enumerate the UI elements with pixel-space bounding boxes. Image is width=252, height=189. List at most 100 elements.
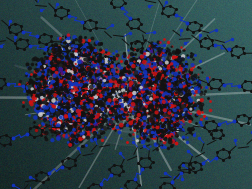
Point [77, 72, 81, 75]
Point [101, 104, 105, 107]
Point [40, 112, 44, 115]
Point [33, 91, 37, 94]
Point [153, 45, 157, 48]
Point [175, 52, 179, 55]
Point [118, 98, 122, 101]
Point [134, 64, 138, 67]
Point [170, 124, 174, 127]
Point [44, 57, 48, 60]
Point [51, 68, 55, 71]
Point [149, 86, 153, 89]
Point [104, 80, 108, 83]
Point [144, 52, 148, 55]
Point [148, 117, 152, 120]
Point [72, 119, 76, 122]
Point [127, 87, 131, 90]
Point [102, 62, 106, 65]
Point [153, 101, 157, 104]
Point [160, 52, 164, 55]
Point [101, 91, 105, 94]
Point [188, 100, 192, 103]
Point [72, 58, 76, 61]
Point [144, 70, 148, 73]
Point [119, 86, 123, 89]
Point [124, 122, 128, 125]
Point [158, 89, 162, 92]
Point [149, 117, 153, 120]
Point [160, 112, 164, 115]
Point [97, 70, 101, 73]
Point [39, 87, 43, 90]
Point [83, 61, 87, 64]
Point [160, 112, 164, 115]
Point [74, 90, 78, 93]
Point [174, 86, 178, 89]
Point [148, 89, 152, 92]
Point [45, 78, 49, 81]
Point [77, 97, 81, 100]
Point [164, 128, 168, 131]
Point [47, 110, 51, 113]
Point [71, 87, 75, 90]
Point [67, 46, 71, 49]
Point [167, 131, 171, 134]
Point [181, 71, 185, 74]
Point [114, 87, 118, 90]
Point [138, 93, 142, 96]
Point [81, 111, 85, 114]
Point [75, 65, 79, 68]
Point [166, 66, 170, 69]
Point [83, 54, 87, 57]
Point [142, 61, 146, 64]
Point [179, 97, 183, 100]
Point [137, 77, 141, 81]
Point [143, 75, 147, 78]
Point [174, 125, 178, 128]
Point [48, 103, 52, 106]
Point [72, 101, 76, 105]
Point [62, 74, 67, 77]
Point [44, 60, 48, 63]
Point [141, 64, 145, 67]
Point [175, 117, 179, 120]
Point [91, 108, 95, 111]
Point [85, 109, 89, 112]
Point [133, 86, 137, 89]
Point [68, 94, 72, 97]
Point [78, 73, 82, 76]
Point [159, 84, 163, 87]
Point [49, 91, 53, 94]
Point [57, 108, 61, 111]
Point [138, 94, 142, 97]
Point [73, 87, 77, 90]
Point [66, 123, 70, 126]
Point [132, 65, 136, 68]
Point [69, 80, 73, 83]
Point [173, 93, 177, 96]
Point [171, 63, 175, 66]
Point [43, 56, 47, 59]
Point [84, 102, 88, 105]
Point [153, 56, 158, 59]
Point [169, 105, 173, 108]
Point [118, 106, 122, 109]
Point [131, 112, 135, 115]
Point [64, 116, 68, 119]
Point [156, 87, 161, 90]
Point [142, 86, 146, 89]
Point [99, 102, 103, 105]
Point [161, 58, 165, 61]
Point [71, 104, 75, 107]
Point [164, 74, 168, 77]
Point [150, 101, 154, 104]
Point [175, 59, 179, 62]
Point [152, 81, 156, 84]
Point [51, 103, 55, 106]
Point [132, 95, 136, 98]
Point [146, 103, 150, 106]
Point [133, 94, 137, 97]
Point [172, 66, 176, 69]
Point [139, 107, 143, 110]
Point [80, 116, 84, 119]
Point [67, 89, 71, 92]
